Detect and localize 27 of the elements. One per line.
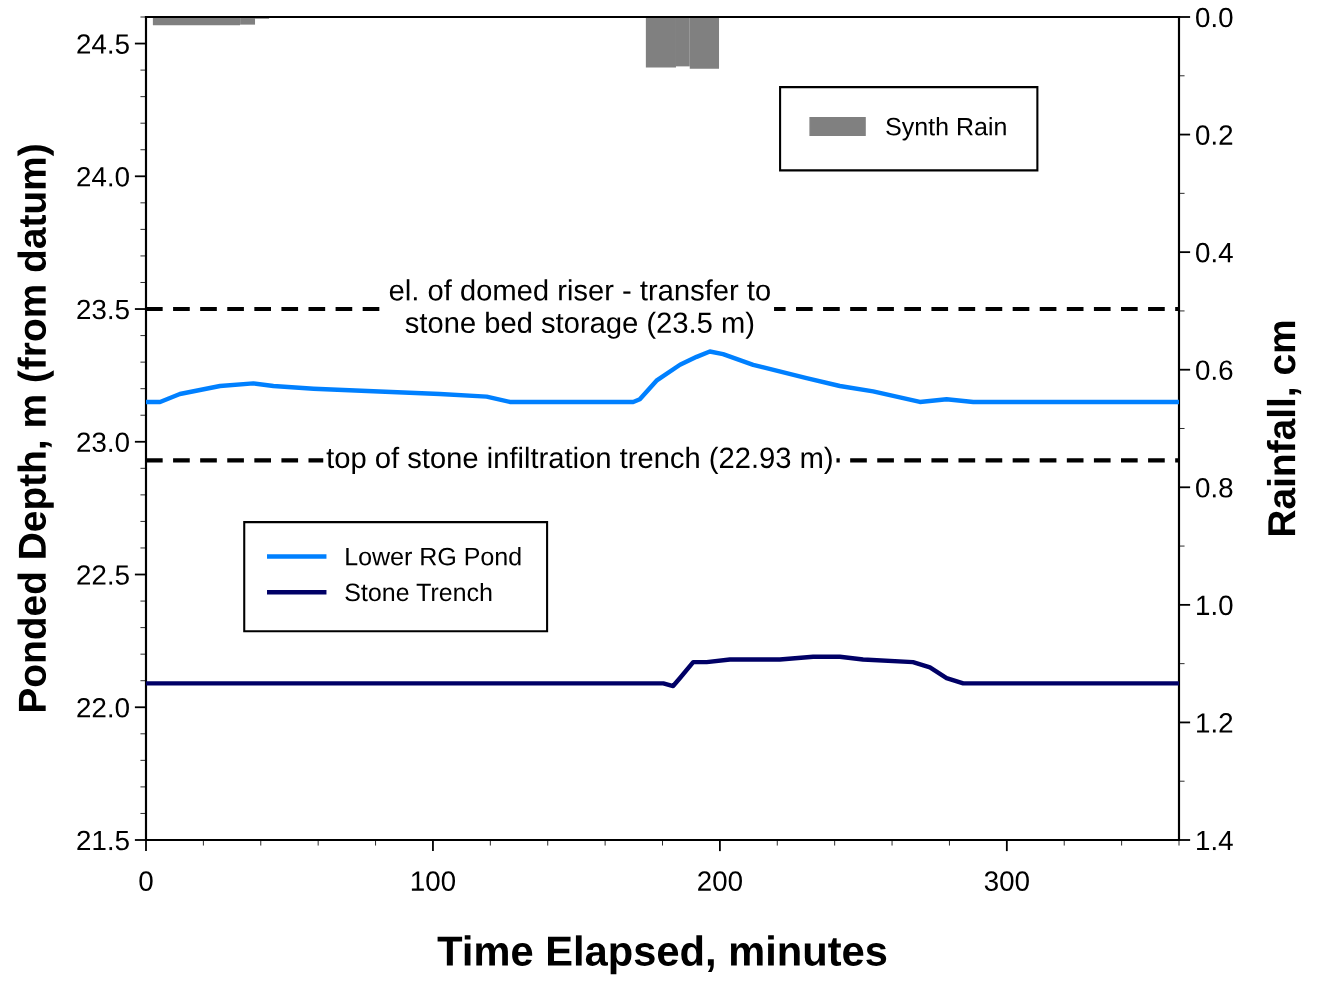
- y-tick-label: 24.0: [77, 166, 129, 187]
- x-axis-title: Time Elapsed, minutes: [437, 935, 887, 975]
- x-tick-label: 200: [698, 871, 742, 891]
- y2-tick-label: 0.0: [1196, 7, 1233, 28]
- legend-label: Synth Rain: [886, 117, 1006, 141]
- y-tick-label: 22.5: [77, 565, 129, 585]
- legend-label: Stone Trench: [345, 582, 492, 602]
- legend-label: Lower RG Pond: [346, 547, 521, 566]
- x-tick-label: 100: [411, 871, 456, 891]
- y-tick-label: 21.5: [77, 830, 129, 851]
- y-tick-label: 23.0: [77, 432, 129, 453]
- ref-line-label: el. of domed riser - transfer to stone bed storage (23.5 m): [389, 279, 770, 339]
- y2-axis-title: Rainfall, cm: [1266, 321, 1302, 536]
- y2-tick-label: 0.2: [1196, 125, 1233, 145]
- x-tick-label: 0: [139, 871, 153, 891]
- y-tick-label: 22.0: [77, 697, 129, 718]
- y-tick-label: 23.5: [77, 299, 129, 320]
- ref-line-label: top of stone infiltration trench (22.93 m): [326, 446, 832, 474]
- y2-tick-label: 0.8: [1196, 477, 1233, 498]
- y2-tick-label: 0.6: [1196, 360, 1233, 381]
- y2-tick-label: 0.4: [1196, 242, 1233, 263]
- y2-tick-label: 1.0: [1197, 595, 1233, 616]
- y-axis-title: Ponded Depth, m (from datum): [17, 145, 54, 712]
- y2-tick-label: 1.4: [1197, 830, 1233, 851]
- y2-tick-label: 1.2: [1197, 713, 1233, 733]
- y-tick-label: 24.5: [77, 34, 129, 54]
- x-tick-label: 300: [984, 871, 1029, 891]
